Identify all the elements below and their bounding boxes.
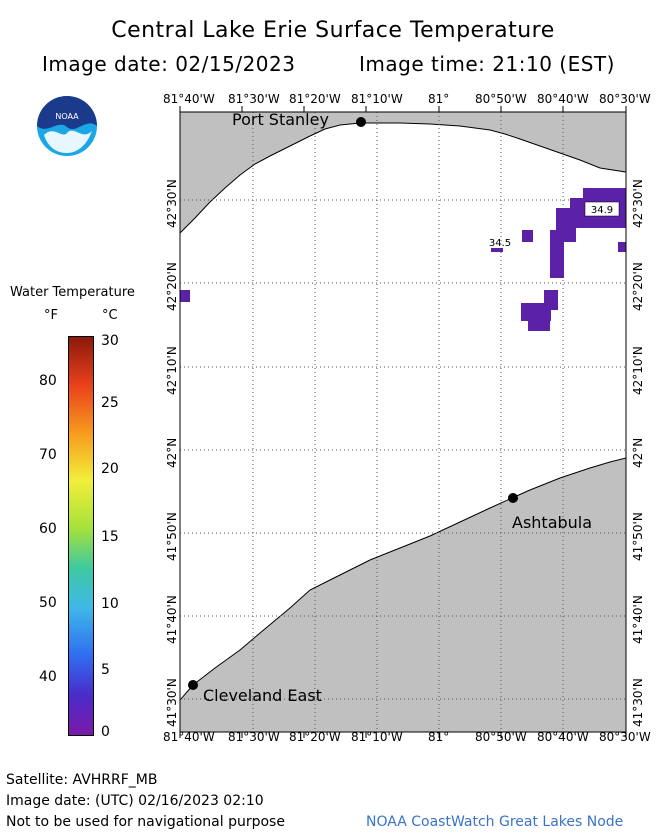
lon-tick-bottom: 80°30'W xyxy=(599,730,651,744)
lat-tick-left: 41°40'N xyxy=(165,595,179,644)
lon-tick-top: 80°50'W xyxy=(475,92,527,106)
lat-tick-right: 41°50'N xyxy=(631,512,645,561)
map-frame xyxy=(179,111,627,733)
temp-label-a: 34.5 xyxy=(489,238,511,249)
legend-c-tick: 30 xyxy=(101,333,119,349)
legend-c-tick: 0 xyxy=(101,724,110,740)
legend-f-tick: 70 xyxy=(39,447,57,463)
image-date: Image date: 02/15/2023 xyxy=(42,52,296,76)
lat-tick-right: 41°30'N xyxy=(631,678,645,727)
label-port-stanley: Port Stanley xyxy=(232,110,329,129)
temperature-colorbar xyxy=(68,336,94,736)
lon-tick-bottom: 81°40'W xyxy=(163,730,215,744)
lon-tick-top: 81°20'W xyxy=(289,92,341,106)
cleveland-marker xyxy=(188,680,198,690)
port-stanley-marker xyxy=(356,117,366,127)
north-shore-land xyxy=(179,111,627,235)
legend-title: Water Temperature xyxy=(10,285,135,300)
lon-tick-top: 80°30'W xyxy=(599,92,651,106)
graticule xyxy=(180,112,626,732)
lat-tick-right: 41°40'N xyxy=(631,595,645,644)
lat-tick-right: 42°30'N xyxy=(631,179,645,228)
tick-marks xyxy=(179,106,627,738)
page-title: Central Lake Erie Surface Temperature xyxy=(111,18,555,43)
footer-disclaimer: Not to be used for navigational purpose xyxy=(6,814,285,830)
lat-tick-left: 42°10'N xyxy=(165,346,179,395)
svg-text:NOAA: NOAA xyxy=(55,112,79,121)
lat-tick-left: 42°20'N xyxy=(165,262,179,311)
lon-tick-top: 80°40'W xyxy=(537,92,589,106)
lon-tick-top: 81°30'W xyxy=(228,92,280,106)
lat-tick-right: 42°N xyxy=(631,437,645,468)
ashtabula-marker xyxy=(508,493,518,503)
lat-tick-right: 42°10'N xyxy=(631,346,645,395)
legend-c-tick: 15 xyxy=(101,529,119,545)
temp-label-b: 34.9 xyxy=(591,205,613,216)
legend-unit-f: °F xyxy=(44,308,58,323)
lon-tick-top: 81°10'W xyxy=(351,92,403,106)
lon-tick-bottom: 81°10'W xyxy=(351,730,403,744)
lon-tick-bottom: 81°30'W xyxy=(228,730,280,744)
legend-f-tick: 60 xyxy=(39,521,57,537)
legend-c-tick: 25 xyxy=(101,395,119,411)
label-ashtabula: Ashtabula xyxy=(512,513,593,532)
footer-utc-date: Image date: (UTC) 02/16/2023 02:10 xyxy=(6,793,264,809)
lon-tick-bottom: 81°20'W xyxy=(289,730,341,744)
lat-tick-left: 42°N xyxy=(165,437,179,468)
lat-tick-left: 42°30'N xyxy=(165,179,179,228)
legend-f-tick: 40 xyxy=(39,669,57,685)
label-cleveland-east: Cleveland East xyxy=(203,686,322,705)
lat-tick-left: 41°50'N xyxy=(165,512,179,561)
lon-tick-bottom: 80°50'W xyxy=(475,730,527,744)
legend-f-tick: 50 xyxy=(39,595,57,611)
lon-tick-top: 81° xyxy=(428,92,450,106)
footer-satellite: Satellite: AVHRRF_MB xyxy=(6,772,158,788)
lon-tick-top: 81°40'W xyxy=(163,92,215,106)
lon-tick-bottom: 81° xyxy=(428,730,450,744)
legend-c-tick: 10 xyxy=(101,596,119,612)
lon-tick-bottom: 80°40'W xyxy=(537,730,589,744)
legend-unit-c: °C xyxy=(102,308,118,323)
south-shore-land xyxy=(179,457,627,733)
noaa-logo: NOAA xyxy=(36,95,98,157)
footer-credit-link[interactable]: NOAA CoastWatch Great Lakes Node xyxy=(366,814,624,830)
lat-tick-left: 41°30'N xyxy=(165,678,179,727)
legend-c-tick: 20 xyxy=(101,461,119,477)
legend-c-tick: 5 xyxy=(101,662,110,678)
noaa-logo-icon: NOAA xyxy=(37,96,97,156)
legend-f-tick: 80 xyxy=(39,373,57,389)
temp-label-box xyxy=(584,201,620,217)
lat-tick-right: 42°20'N xyxy=(631,262,645,311)
image-time: Image time: 21:10 (EST) xyxy=(359,52,615,76)
